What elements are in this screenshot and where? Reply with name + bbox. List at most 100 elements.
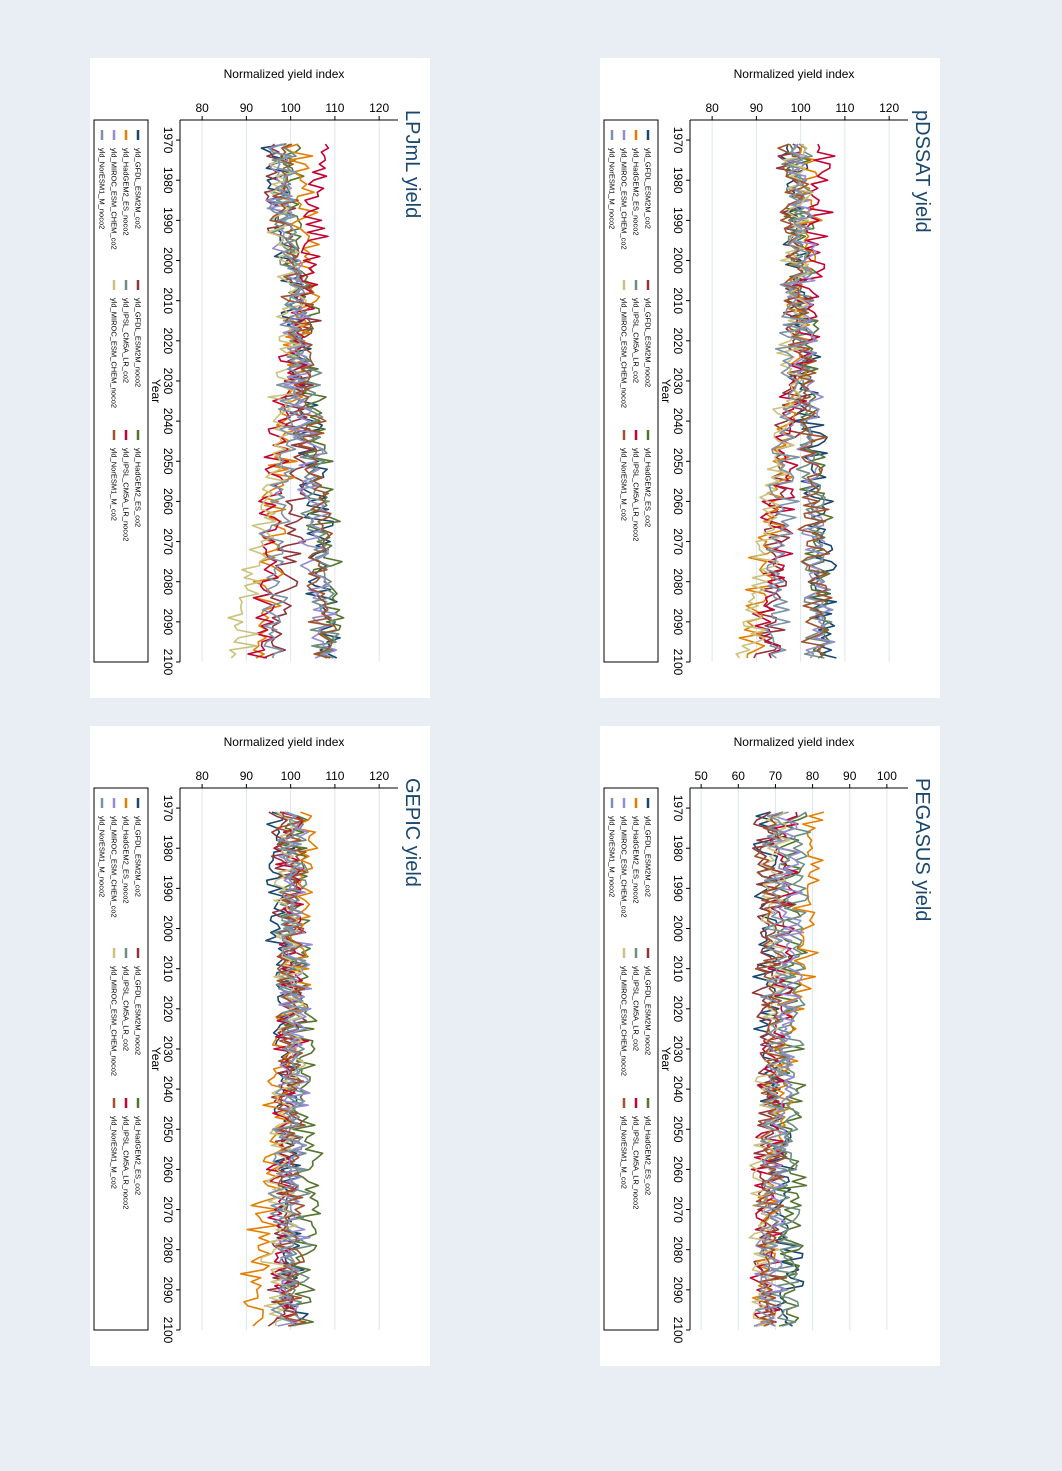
x-tick-label: 2100 <box>671 649 685 676</box>
series-line-yld_IPSL_CM5A_LR_co2 <box>273 811 312 1327</box>
chart-title: GEPIC yield <box>401 778 423 887</box>
x-tick-label: 2060 <box>671 1156 685 1183</box>
y-tick-label: 110 <box>325 101 344 115</box>
chart-panel-pdssat: pDSSAT yield 80 90 100 110 120 1970 1980 1990 200… <box>600 58 940 698</box>
legend-item: yld_NorESM1_M_co2 <box>620 448 629 521</box>
legend-item: yld_HadGEM2_ES_noco2 <box>122 148 131 236</box>
series-line-yld_NorESM1_M_noco2 <box>268 811 308 1327</box>
x-tick-label: 2030 <box>161 1036 175 1063</box>
y-tick-label: 120 <box>879 101 899 115</box>
y-tick-label: 90 <box>240 769 254 783</box>
legend-item: yld_GFDL_ESM2M_noco2 <box>134 966 143 1055</box>
legend-item: yld_HadGEM2_ES_co2 <box>644 1116 653 1195</box>
chart-svg: pDSSAT yield 80 90 100 110 120 1970 1980 1990 200… <box>603 67 933 676</box>
x-tick-label: 1980 <box>161 167 175 194</box>
x-tick-label: 2090 <box>671 1277 685 1304</box>
series-line-yld_NorESM1_M_co2 <box>275 811 308 1327</box>
legend-item: yld_HadGEM2_ES_co2 <box>644 448 653 527</box>
series-line-yld_NorESM1_M_co2 <box>754 811 788 1327</box>
x-tick-label: 2000 <box>671 247 685 274</box>
chart-title: pDSSAT yield <box>911 110 933 233</box>
legend-item: yld_GFDL_ESM2M_noco2 <box>644 298 653 387</box>
legend-item: yld_GFDL_ESM2M_noco2 <box>644 966 653 1055</box>
x-tick-label: 1990 <box>671 207 685 234</box>
x-tick-label: 2040 <box>161 408 175 435</box>
chart-panel-lpjml: LPJmL yield 80 90 100 110 120 1970 1980 1990 2000… <box>90 58 430 698</box>
x-tick-label: 2050 <box>161 1116 175 1143</box>
y-tick-label: 80 <box>195 769 209 783</box>
legend-item: yld_IPSL_CM5A_LR_noco2 <box>632 448 641 541</box>
x-tick-label: 2090 <box>671 609 685 636</box>
x-tick-label: 2000 <box>161 915 175 942</box>
chart-panel-pegasus: PEGASUS yield 50 60 70 80 90 100 1970 1980 1990 20… <box>600 726 940 1366</box>
x-tick-label: 2040 <box>671 408 685 435</box>
legend-item: yld_GFDL_ESM2M_noco2 <box>134 298 143 387</box>
y-tick-label: 70 <box>769 769 783 783</box>
legend-item: yld_NorESM1_M_noco2 <box>98 148 107 229</box>
y-axis-label: Normalized yield index <box>734 735 855 749</box>
x-tick-label: 2070 <box>161 1196 175 1223</box>
x-tick-label: 2000 <box>161 247 175 274</box>
chart-title: LPJmL yield <box>401 110 423 218</box>
x-axis-label: Year <box>149 1047 163 1071</box>
x-tick-label: 2100 <box>161 649 175 676</box>
legend-item: yld_MIROC_ESM_CHEM_noco2 <box>620 298 629 408</box>
series-line-yld_MIROC_ESM_CHEM_co2 <box>265 143 338 659</box>
x-tick-label: 1970 <box>671 795 685 822</box>
legend-item: yld_MIROC_ESM_CHEM_noco2 <box>620 966 629 1076</box>
legend-box <box>603 787 659 1331</box>
legend-item: yld_HadGEM2_ES_noco2 <box>632 816 641 904</box>
legend-item: yld_MIROC_ESM_CHEM_co2 <box>620 148 629 250</box>
legend-item: yld_IPSL_CM5A_LR_co2 <box>122 966 131 1051</box>
chart-title: PEGASUS yield <box>911 778 933 921</box>
legend-item: yld_HadGEM2_ES_noco2 <box>122 816 131 904</box>
y-tick-label: 90 <box>843 769 857 783</box>
series-line-yld_IPSL_CM5A_LR_co2 <box>769 811 812 1327</box>
legend-item: yld_NorESM1_M_noco2 <box>608 148 617 229</box>
y-axis-label: Normalized yield index <box>224 735 345 749</box>
y-tick-label: 100 <box>791 101 811 115</box>
legend-box <box>603 119 659 663</box>
legend-box <box>93 119 149 663</box>
y-tick-label: 60 <box>732 769 746 783</box>
legend-item: yld_MIROC_ESM_CHEM_noco2 <box>110 298 119 408</box>
y-tick-label: 100 <box>281 101 301 115</box>
chart-svg: GEPIC yield 80 90 100 110 120 1970 1980 1990 2000… <box>93 735 423 1344</box>
x-tick-label: 2050 <box>671 448 685 475</box>
legend-item: yld_IPSL_CM5A_LR_noco2 <box>122 1116 131 1209</box>
x-tick-label: 2080 <box>671 568 685 595</box>
series-line-yld_NorESM1_M_noco2 <box>755 811 792 1327</box>
series-line-yld_NorESM1_M_co2 <box>269 143 338 659</box>
x-axis-label: Year <box>149 379 163 403</box>
series-line-yld_MIROC_ESM_CHEM_noco2 <box>227 143 307 659</box>
x-tick-label: 2020 <box>161 327 175 354</box>
y-axis-label: Normalized yield index <box>224 67 345 81</box>
chart-svg: PEGASUS yield 50 60 70 80 90 100 1970 1980 1990 20… <box>603 735 933 1344</box>
x-tick-label: 2070 <box>161 528 175 555</box>
x-tick-label: 2020 <box>671 995 685 1022</box>
legend-item: yld_MIROC_ESM_CHEM_co2 <box>620 816 629 918</box>
legend-item: yld_IPSL_CM5A_LR_co2 <box>632 298 641 383</box>
x-tick-label: 2070 <box>671 528 685 555</box>
x-tick-label: 2030 <box>671 368 685 395</box>
series-line-yld_NorESM1_M_noco2 <box>258 143 306 659</box>
legend-item: yld_NorESM1_M_co2 <box>620 1116 629 1189</box>
y-tick-label: 100 <box>281 769 301 783</box>
x-tick-label: 2020 <box>671 327 685 354</box>
legend-item: yld_MIROC_ESM_CHEM_co2 <box>110 148 119 250</box>
chart-panel-gepic: GEPIC yield 80 90 100 110 120 1970 1980 1990 2000… <box>90 726 430 1366</box>
x-tick-label: 2040 <box>161 1076 175 1103</box>
legend-item: yld_HadGEM2_ES_co2 <box>134 1116 143 1195</box>
legend-item: yld_GFDL_ESM2M_co2 <box>644 816 653 897</box>
x-tick-label: 2090 <box>161 609 175 636</box>
legend-item: yld_MIROC_ESM_CHEM_noco2 <box>110 966 119 1076</box>
legend-item: yld_NorESM1_M_noco2 <box>608 816 617 897</box>
legend-item: yld_HadGEM2_ES_noco2 <box>632 148 641 236</box>
x-tick-label: 2010 <box>671 287 685 314</box>
x-tick-label: 1970 <box>161 127 175 154</box>
x-tick-label: 2100 <box>671 1317 685 1344</box>
x-tick-label: 2080 <box>671 1236 685 1263</box>
legend-item: yld_IPSL_CM5A_LR_noco2 <box>122 448 131 541</box>
x-tick-label: 1980 <box>161 835 175 862</box>
series-line-yld_HadGEM2_ES_noco2 <box>252 143 321 659</box>
